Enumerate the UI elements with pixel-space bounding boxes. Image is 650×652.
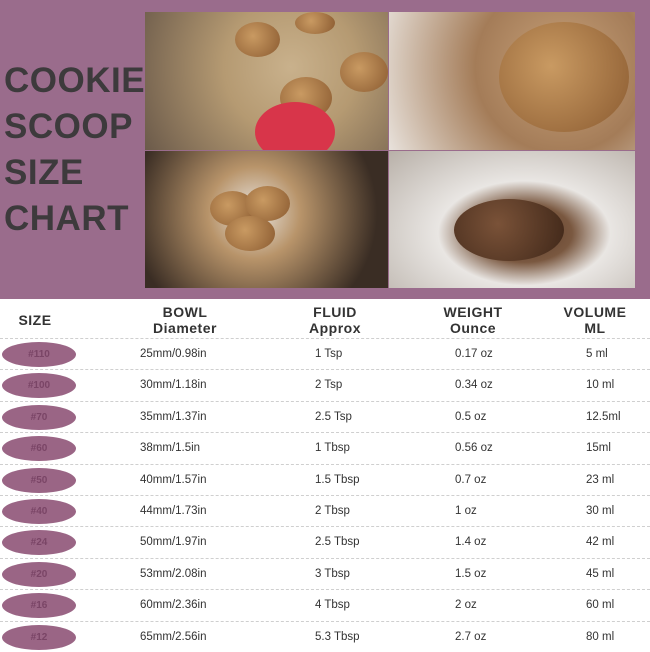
header-weight: WEIGHT Ounce	[443, 304, 503, 336]
table-header: SIZE BOWL Diameter FLUID Approx WEIGHT Ounc…	[0, 304, 650, 338]
weight-ounce: 2.7 oz	[455, 630, 487, 643]
volume-ml: 60 ml	[586, 599, 615, 612]
weight-ounce: 1 oz	[455, 505, 477, 517]
volume-ml: 30 ml	[586, 505, 615, 517]
table-row: #12 65mm/2.56in 5.3 Tbsp 2.7 oz 80 ml	[0, 620, 650, 652]
photo-cookies-on-plate	[389, 151, 635, 288]
header-volume: VOLUME ML	[563, 304, 627, 336]
size-badge: #40	[2, 499, 76, 524]
fluid-approx: 5.3 Tbsp	[315, 630, 360, 643]
photo-cookie-closeup	[389, 12, 635, 150]
chart-title: COOKIE SCOOP SIZE CHART	[4, 58, 145, 242]
bowl-diameter: 44mm/1.73in	[140, 505, 207, 517]
header-size: SIZE	[18, 312, 52, 328]
fluid-approx: 2.5 Tbsp	[315, 536, 360, 549]
weight-ounce: 0.17 oz	[455, 348, 493, 360]
weight-ounce: 2 oz	[455, 599, 477, 612]
table-row: #40 44mm/1.73in 2 Tbsp 1 oz 30 ml	[0, 495, 650, 526]
bowl-diameter: 38mm/1.5in	[140, 442, 201, 455]
size-badge: #24	[2, 530, 76, 556]
fluid-approx: 2 Tsp	[315, 379, 343, 392]
bowl-diameter: 40mm/1.57in	[140, 473, 207, 486]
table-row: #70 35mm/1.37in 2.5 Tsp 0.5 oz 12.5ml	[0, 400, 650, 432]
size-badge: #60	[2, 436, 76, 462]
bowl-diameter: 25mm/0.98in	[140, 348, 207, 360]
volume-ml: 10 ml	[586, 379, 615, 392]
fluid-approx: 2 Tbsp	[315, 505, 350, 517]
weight-ounce: 1.5 oz	[455, 567, 487, 580]
table-row: #16 60mm/2.36in 4 Tbsp 2 oz 60 ml	[0, 589, 650, 620]
table-row: #100 30mm/1.18in 2 Tsp 0.34 oz 10 ml	[0, 369, 650, 400]
bowl-diameter: 35mm/1.37in	[140, 410, 207, 423]
size-badge: #16	[2, 593, 76, 619]
title-line: COOKIE	[4, 61, 146, 100]
bowl-diameter: 30mm/1.18in	[140, 379, 207, 392]
weight-ounce: 0.56 oz	[455, 442, 493, 455]
size-badge: #100	[2, 373, 76, 399]
weight-ounce: 1.4 oz	[455, 536, 487, 549]
size-badge: #12	[2, 624, 76, 650]
bowl-diameter: 53mm/2.08in	[140, 567, 207, 580]
table-row: #20 53mm/2.08in 3 Tbsp 1.5 oz 45 ml	[0, 557, 650, 589]
weight-ounce: 0.7 oz	[455, 473, 487, 486]
photo-cookies-in-basket	[145, 151, 388, 288]
volume-ml: 23 ml	[586, 473, 615, 486]
title-line: SCOOP	[4, 107, 133, 146]
photo-cookies-on-tray	[145, 12, 388, 150]
bowl-diameter: 65mm/2.56in	[140, 630, 207, 643]
title-line: SIZE	[4, 153, 84, 192]
size-badge: #70	[2, 404, 76, 430]
header-fluid: FLUID Approx	[309, 304, 361, 336]
fluid-approx: 1.5 Tbsp	[315, 473, 360, 486]
fluid-approx: 3 Tbsp	[315, 567, 350, 580]
weight-ounce: 0.34 oz	[455, 379, 493, 392]
volume-ml: 15ml	[586, 442, 611, 455]
fluid-approx: 2.5 Tsp	[315, 410, 352, 423]
header-bowl: BOWL Diameter	[153, 304, 217, 336]
bowl-diameter: 50mm/1.97in	[140, 536, 207, 549]
volume-ml: 42 ml	[586, 536, 615, 549]
fluid-approx: 1 Tsp	[315, 348, 343, 360]
volume-ml: 45 ml	[586, 567, 615, 580]
volume-ml: 12.5ml	[586, 410, 621, 423]
header-banner: COOKIE SCOOP SIZE CHART	[0, 0, 650, 299]
table-row: #60 38mm/1.5in 1 Tbsp 0.56 oz 15ml	[0, 432, 650, 463]
bowl-diameter: 60mm/2.36in	[140, 599, 207, 612]
table-row: #110 25mm/0.98in 1 Tsp 0.17 oz 5 ml	[0, 338, 650, 369]
volume-ml: 5 ml	[586, 348, 608, 360]
volume-ml: 80 ml	[586, 630, 615, 643]
fluid-approx: 1 Tbsp	[315, 442, 350, 455]
title-line: CHART	[4, 199, 129, 238]
size-badge: #20	[2, 561, 76, 587]
weight-ounce: 0.5 oz	[455, 410, 487, 423]
size-badge: #50	[2, 467, 76, 493]
table-row: #24 50mm/1.97in 2.5 Tbsp 1.4 oz 42 ml	[0, 526, 650, 557]
size-badge: #110	[2, 342, 76, 367]
table-row: #50 40mm/1.57in 1.5 Tbsp 0.7 oz 23 ml	[0, 463, 650, 495]
fluid-approx: 4 Tbsp	[315, 599, 350, 612]
